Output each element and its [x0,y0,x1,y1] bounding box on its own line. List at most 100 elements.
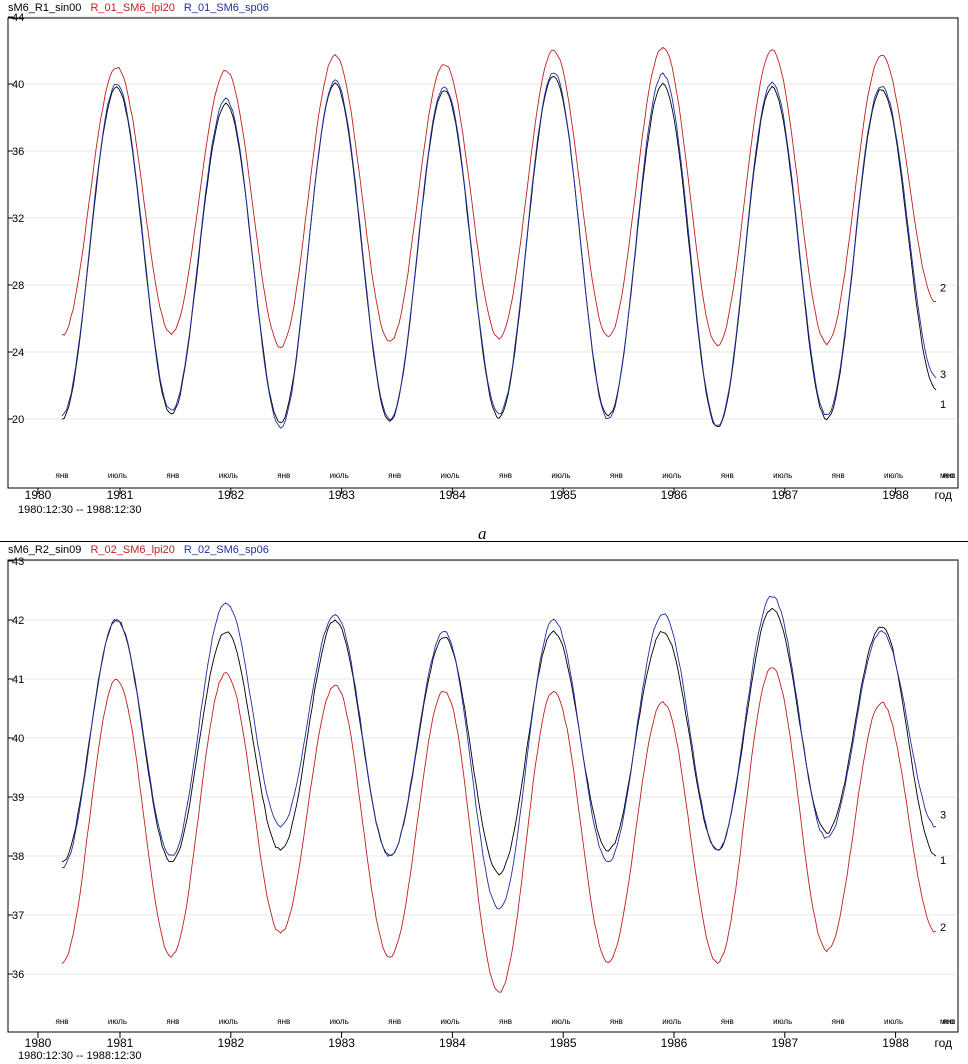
ytick-label-b-1: 42 [12,615,24,627]
series-line-b-3 [61,595,937,910]
legend-a: sM6_R1_sin00 R_01_SM6_lpi20 R_01_SM6_sp0… [8,2,275,14]
year-label-a-0: 1980 [25,488,52,502]
curve-label-b-2: 2 [940,922,946,934]
series-line-a-1 [61,75,937,427]
legend-b: sM6_R2_sin09 R_02_SM6_lpi20 R_02_SM6_sp0… [8,544,275,556]
plot-frame-a [7,17,959,489]
ytick-label-a-2: 36 [12,146,24,158]
year-label-a-4: 1984 [439,488,466,502]
month-label-b-5: июль [330,1017,349,1026]
month-label-b-4: янв [277,1017,290,1026]
legend-entry-b-2: R_02_SM6_lpi20 [90,544,175,556]
year-label-b-5: 1985 [550,1036,577,1050]
year-label-b-0: 1980 [25,1036,52,1050]
month-label-b-12: янв [721,1017,734,1026]
month-label-b-8: янв [499,1017,512,1026]
chart-b-svg: 43 42 41 40 39 38 37 36 янв июль янв июль янв июль янв… [7,556,959,1050]
month-label-b-7: июль [441,1017,460,1026]
year-label-b-2: 1982 [217,1036,244,1050]
month-label-b-2: янв [166,1017,179,1026]
month-label-b-6: янв [388,1017,401,1026]
year-axis-label-a: год [934,488,952,502]
legend-entry-a-3: R_01_SM6_sp06 [183,2,269,14]
month-axis-label-b: мес [940,1017,954,1026]
curve-label-b-3: 3 [940,809,946,821]
month-label-a-16: янв [943,471,956,480]
month-label-a-7: июль [441,471,460,480]
month-label-a-8: янв [499,471,512,480]
month-label-a-10: янв [610,471,623,480]
ytick-label-a-6: 20 [12,414,24,426]
year-label-b-6: 1986 [661,1036,688,1050]
month-label-a-4: янв [277,471,290,480]
series-line-a-2 [61,46,936,349]
chart-panel-a: sM6_R1_sin00 R_01_SM6_lpi20 R_01_SM6_sp0… [0,0,968,520]
month-label-b-11: июль [662,1017,681,1026]
ytick-label-b-4: 39 [12,792,24,804]
year-label-b-7: 1987 [771,1036,798,1050]
series-line-a-3 [61,72,937,429]
month-label-a-15: июль [884,471,903,480]
year-label-a-6: 1986 [661,488,688,502]
month-label-a-0: янв [56,471,69,480]
year-axis-label-b: год [934,1036,952,1050]
year-label-a-7: 1987 [771,488,798,502]
figure-caption-a: a [478,524,487,543]
year-label-a-2: 1982 [217,488,244,502]
curve-label-a-1: 1 [940,399,946,411]
year-label-b-4: 1984 [439,1036,466,1050]
month-label-b-9: июль [551,1017,570,1026]
month-label-a-13: июль [773,471,792,480]
series-line-b-1 [61,607,937,876]
month-label-b-14: янв [832,1017,845,1026]
ytick-label-b-3: 40 [12,733,24,745]
month-label-b-16: янв [943,1017,956,1026]
curve-label-a-3: 3 [940,369,946,381]
date-range-a: 1980:12:30 -- 1988:12:30 [18,504,142,516]
month-label-a-9: июль [551,471,570,480]
year-label-a-8: 1988 [882,488,909,502]
legend-entry-a-2: R_01_SM6_lpi20 [90,2,175,14]
ytick-label-a-0: 44 [12,12,24,24]
ytick-label-b-2: 41 [12,674,24,686]
month-axis-label-a: мес [940,471,954,480]
ytick-label-b-7: 36 [12,969,24,981]
month-label-a-11: июль [662,471,681,480]
year-label-b-3: 1983 [328,1036,355,1050]
month-label-a-5: июль [330,471,349,480]
month-label-b-15: июль [884,1017,903,1026]
month-label-b-1: июль [108,1017,127,1026]
month-label-b-13: июль [773,1017,792,1026]
ytick-label-b-0: 43 [12,556,24,568]
month-label-a-12: янв [721,471,734,480]
ytick-label-b-5: 38 [12,851,24,863]
month-label-b-3: июль [219,1017,238,1026]
date-range-b: 1980:12:30 -- 1988:12:30 [18,1050,142,1062]
legend-entry-a-1: sM6_R1_sin00 [8,2,82,14]
ytick-label-b-6: 37 [12,910,24,922]
month-label-a-1: июль [108,471,127,480]
plot-frame-b [7,559,959,1033]
month-label-a-14: янв [832,471,845,480]
ytick-label-a-5: 24 [12,347,24,359]
series-line-b-2 [61,667,937,993]
legend-entry-b-1: sM6_R2_sin09 [8,544,82,556]
year-label-b-8: 1988 [882,1036,909,1050]
month-label-a-6: янв [388,471,401,480]
year-label-a-3: 1983 [328,488,355,502]
month-label-b-0: янв [56,1017,69,1026]
month-label-a-3: июль [219,471,238,480]
year-label-a-1: 1981 [107,488,134,502]
month-label-b-10: янв [610,1017,623,1026]
chart-panel-b: sM6_R2_sin09 R_02_SM6_lpi20 R_02_SM6_sp0… [0,542,968,1064]
year-label-b-1: 1981 [107,1036,134,1050]
curve-label-a-2: 2 [940,282,946,294]
curve-label-b-1: 1 [940,855,946,867]
ytick-label-a-4: 28 [12,280,24,292]
ytick-label-a-3: 32 [12,213,24,225]
ytick-label-a-1: 40 [12,79,24,91]
year-label-a-5: 1985 [550,488,577,502]
legend-entry-b-3: R_02_SM6_sp06 [183,544,269,556]
month-label-a-2: янв [166,471,179,480]
